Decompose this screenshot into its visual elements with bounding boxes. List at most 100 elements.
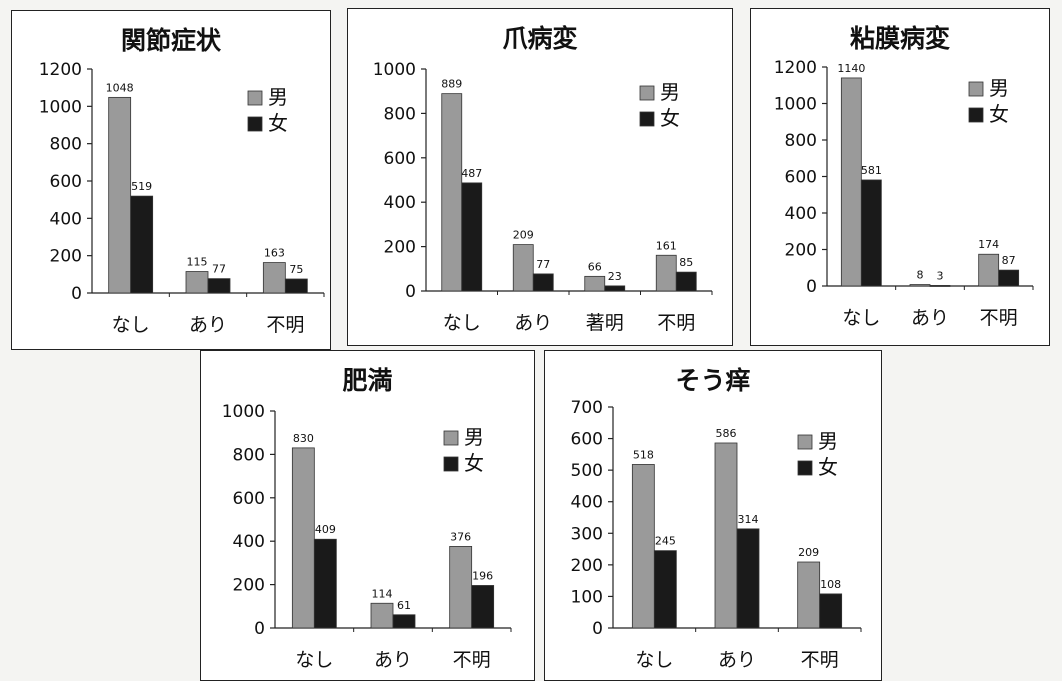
data-label: 889 xyxy=(441,78,462,91)
data-label: 409 xyxy=(315,523,336,536)
x-category-label: あり xyxy=(374,649,412,671)
bar-male xyxy=(631,464,655,629)
legend-swatch-male xyxy=(247,90,263,106)
y-tick-label: 400 xyxy=(384,193,416,213)
bar-male xyxy=(512,244,534,292)
bar-male xyxy=(655,254,677,292)
y-tick-label: 0 xyxy=(405,282,416,302)
y-tick-label: 300 xyxy=(571,524,603,544)
data-label: 75 xyxy=(289,263,303,276)
data-label: 1048 xyxy=(106,81,134,94)
data-label: 209 xyxy=(513,229,534,242)
chart-svg: 0 200 400 600 800 1000 1200 1048 519 なし 115 77 あり 163… xyxy=(39,60,325,336)
bar-male xyxy=(584,275,606,292)
y-tick-label: 400 xyxy=(571,493,603,513)
bar-male xyxy=(978,253,1000,287)
legend-label-male: 男 xyxy=(464,425,484,449)
data-label: 61 xyxy=(397,599,411,612)
data-label: 87 xyxy=(1002,254,1016,267)
bar-female xyxy=(471,585,495,629)
x-category-label: 不明 xyxy=(801,649,839,671)
bar-male xyxy=(370,602,394,629)
x-category-label: なし xyxy=(295,649,333,671)
y-tick-label: 0 xyxy=(592,619,603,639)
y-tick-label: 200 xyxy=(50,247,82,267)
data-label: 586 xyxy=(716,427,737,440)
chart-title: 粘膜病変 xyxy=(849,24,950,53)
y-tick-label: 1200 xyxy=(39,60,82,80)
data-label: 163 xyxy=(264,247,285,260)
x-category-label: あり xyxy=(514,312,552,334)
y-tick-label: 600 xyxy=(384,149,416,169)
chart-title: 関節症状 xyxy=(120,26,221,55)
y-tick-label: 700 xyxy=(571,398,603,418)
legend-swatch-male xyxy=(443,430,459,446)
x-category-label: 著明 xyxy=(586,312,624,334)
bar-male xyxy=(714,442,738,629)
y-tick-label: 500 xyxy=(571,461,603,481)
y-tick-label: 600 xyxy=(571,430,603,450)
y-tick-label: 0 xyxy=(806,277,817,297)
bar-female xyxy=(860,179,882,287)
x-category-label: なし xyxy=(842,307,880,329)
legend-label-female: 女 xyxy=(464,451,484,475)
y-tick-label: 200 xyxy=(785,241,817,261)
bar-female xyxy=(313,538,337,629)
bar-male xyxy=(108,96,132,294)
bar-male xyxy=(840,77,862,287)
data-label: 314 xyxy=(738,513,759,526)
bar-female xyxy=(604,285,626,292)
y-tick-label: 1000 xyxy=(222,402,265,422)
bar-male xyxy=(441,93,463,292)
chart-svg: 0 100 200 300 400 500 600 700 518 245 なし 586 314 あり 20… xyxy=(571,398,862,671)
legend-label-male: 男 xyxy=(989,76,1009,100)
data-label: 581 xyxy=(861,164,882,177)
bar-female xyxy=(532,273,554,292)
bar-male xyxy=(909,284,931,287)
legend-label-female: 女 xyxy=(989,102,1009,126)
y-tick-label: 800 xyxy=(785,131,817,151)
legend-swatch-female xyxy=(639,111,655,127)
legend-swatch-female xyxy=(968,107,984,123)
legend-label-female: 女 xyxy=(660,106,680,130)
legend-swatch-female xyxy=(443,456,459,472)
x-category-label: 不明 xyxy=(453,649,491,671)
chart-panel-nail-lesions: 爪病変 0 200 400 600 800 1000 889 487 なし 209 77 あり 66 23… xyxy=(347,8,733,346)
x-category-label: なし xyxy=(443,312,481,334)
y-tick-label: 600 xyxy=(233,489,265,509)
data-label: 161 xyxy=(656,239,677,252)
x-category-label: あり xyxy=(718,649,756,671)
y-tick-label: 600 xyxy=(785,168,817,188)
legend-swatch-female xyxy=(797,460,813,476)
y-tick-label: 200 xyxy=(384,238,416,258)
data-label: 487 xyxy=(461,167,482,180)
y-tick-label: 800 xyxy=(50,135,82,155)
data-label: 245 xyxy=(655,535,676,548)
bar-female xyxy=(998,269,1020,287)
y-tick-label: 1200 xyxy=(774,58,817,78)
data-label: 77 xyxy=(536,258,550,271)
data-label: 174 xyxy=(978,238,999,251)
data-label: 77 xyxy=(212,263,226,276)
data-label: 115 xyxy=(187,256,208,269)
bar-male xyxy=(449,546,473,629)
data-label: 8 xyxy=(917,269,924,282)
bar-male xyxy=(262,262,286,294)
y-tick-label: 0 xyxy=(254,619,265,639)
x-category-label: あり xyxy=(911,307,949,329)
y-tick-label: 400 xyxy=(785,204,817,224)
bar-female xyxy=(819,593,843,629)
bar-female xyxy=(653,550,677,629)
data-label: 519 xyxy=(131,180,152,193)
legend-swatch-male xyxy=(968,81,984,97)
y-tick-label: 800 xyxy=(384,104,416,124)
y-tick-label: 100 xyxy=(571,587,603,607)
legend-label-male: 男 xyxy=(818,429,838,453)
y-tick-label: 200 xyxy=(233,576,265,596)
data-label: 830 xyxy=(293,432,314,445)
data-label: 518 xyxy=(633,448,654,461)
legend-label-female: 女 xyxy=(268,111,288,135)
x-category-label: 不明 xyxy=(266,314,304,336)
data-label: 376 xyxy=(450,530,471,543)
